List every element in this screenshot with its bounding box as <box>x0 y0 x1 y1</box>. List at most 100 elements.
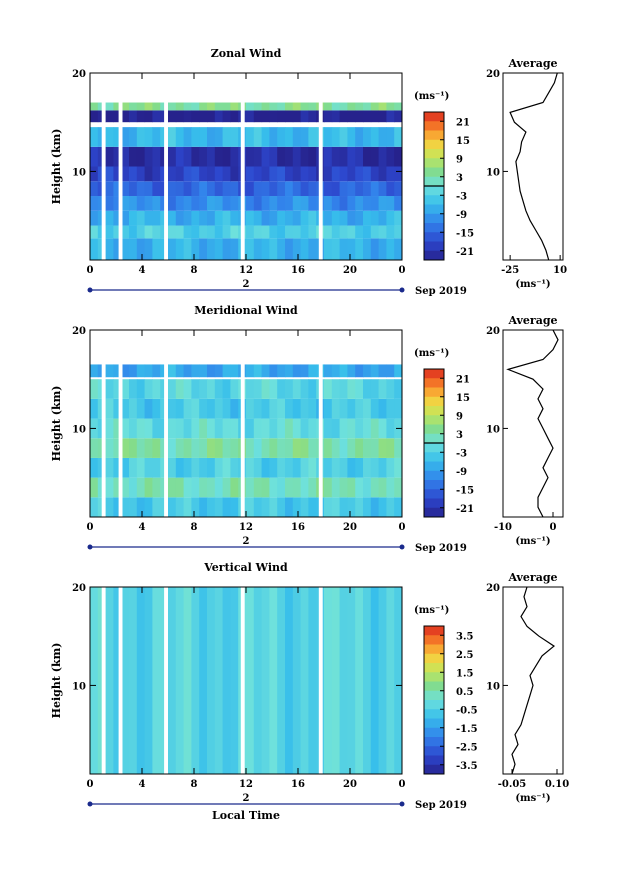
heatmap-cell <box>199 587 208 774</box>
heatmap-cell <box>144 102 153 111</box>
heatmap-cell <box>90 181 99 197</box>
heatmap-cell <box>113 127 122 147</box>
heatmap-cell <box>253 398 263 419</box>
heatmap-cell <box>152 225 161 239</box>
heatmap-cell <box>222 146 231 167</box>
average-profile-line <box>506 329 559 518</box>
heatmap-cell <box>339 146 348 167</box>
heatmap-cell <box>207 379 216 399</box>
date-axis-end-marker <box>399 287 405 293</box>
heatmap-cell <box>370 238 380 260</box>
average-x-tick-label: -0.05 <box>498 779 527 790</box>
heatmap-cell <box>355 438 364 458</box>
colorbar-tick-label: -0.5 <box>456 705 478 716</box>
heatmap-cell <box>347 587 356 774</box>
heatmap-cell <box>183 238 192 260</box>
heatmap-cell <box>199 238 208 260</box>
heatmap-cell <box>175 418 185 439</box>
heatmap-cells <box>90 587 403 774</box>
heatmap-cell <box>246 438 255 458</box>
data-gap <box>118 330 123 517</box>
heatmap-cell <box>152 497 161 517</box>
heatmap-cell <box>253 181 263 197</box>
heatmap-cell <box>136 102 146 111</box>
colorbar-segment <box>424 727 444 738</box>
heatmap-cell <box>292 210 302 226</box>
heatmap-cell <box>129 587 138 774</box>
heatmap-cell <box>277 166 286 182</box>
heatmap-cell <box>394 146 403 167</box>
heatmap-cell <box>363 457 372 478</box>
data-gap <box>101 330 106 517</box>
heatmap-cell <box>214 181 224 197</box>
heatmap-cell <box>277 477 286 498</box>
colorbar-segment <box>424 644 444 655</box>
heatmap-cell <box>394 196 403 211</box>
heatmap-cell <box>378 127 387 147</box>
date-day-label: 2 <box>243 536 250 547</box>
heatmap-cell <box>121 225 130 239</box>
heatmap-cell <box>144 146 153 167</box>
heatmap-cell <box>261 146 270 167</box>
heatmap-cell <box>222 102 231 111</box>
heatmap-cell <box>230 146 239 167</box>
date-label: Sep 2019 <box>415 286 467 297</box>
heatmap-cell <box>378 587 387 774</box>
heatmap-cell <box>136 418 146 439</box>
heatmap-cell <box>277 438 286 458</box>
heatmap-cell <box>175 438 185 458</box>
heatmap-cell <box>222 127 231 147</box>
heatmap-cell <box>300 418 309 439</box>
heatmap-cell <box>347 238 356 260</box>
heatmap-cell <box>347 127 356 147</box>
x-tick-label: 20 <box>343 522 357 533</box>
heatmap-cell <box>90 196 99 211</box>
heatmap-cell <box>285 587 294 774</box>
heatmap-cell <box>105 457 114 478</box>
heatmap-cell <box>308 181 317 197</box>
heatmap-cell <box>168 587 177 774</box>
colorbar-tick-label: -3.5 <box>456 761 478 772</box>
heatmap-cell <box>370 110 380 123</box>
x-tick-label: 8 <box>191 522 198 533</box>
heatmap-cell <box>300 477 309 498</box>
colorbar-tick-label: -3 <box>456 448 467 459</box>
heatmap-cell <box>199 457 208 478</box>
heatmap-cell <box>347 379 356 399</box>
heatmap-cell <box>214 238 224 260</box>
heatmap-cell <box>230 457 239 478</box>
heatmap-cell <box>331 238 341 260</box>
colorbar-tick-label: 15 <box>456 136 470 147</box>
heatmap-cell <box>331 418 341 439</box>
date-axis-start-marker <box>87 544 93 550</box>
heatmap-cell <box>285 477 294 498</box>
heatmap-cell <box>285 418 294 439</box>
heatmap-cell <box>324 181 333 197</box>
average-title: Average <box>507 314 557 327</box>
heatmap-cell <box>246 398 255 419</box>
heatmap-cell <box>386 181 395 197</box>
heatmap-cell <box>277 497 286 517</box>
heatmap-cell <box>300 379 309 399</box>
heatmap-cell <box>347 457 356 478</box>
heatmap-cell <box>199 418 208 439</box>
x-tick-label: 0 <box>399 779 406 790</box>
colorbar-segment <box>424 718 444 729</box>
heatmap-cell <box>339 418 348 439</box>
heatmap-cell <box>269 418 278 439</box>
heatmap-cell <box>308 238 317 260</box>
colorbar-segment <box>424 396 444 407</box>
heatmap-cell <box>144 587 153 774</box>
colorbar-segment <box>424 369 444 379</box>
heatmap-cell <box>199 364 208 378</box>
colorbar-segment <box>424 672 444 682</box>
heatmap-cell <box>285 379 294 399</box>
heatmap-cell <box>269 127 278 147</box>
heatmap-cell <box>331 196 341 211</box>
heatmap-cell <box>121 477 130 498</box>
heatmap-cell <box>324 210 333 226</box>
colorbar-tick-label: 0.5 <box>456 687 473 698</box>
heatmap-cell <box>269 110 278 123</box>
heatmap-cell <box>363 477 372 498</box>
